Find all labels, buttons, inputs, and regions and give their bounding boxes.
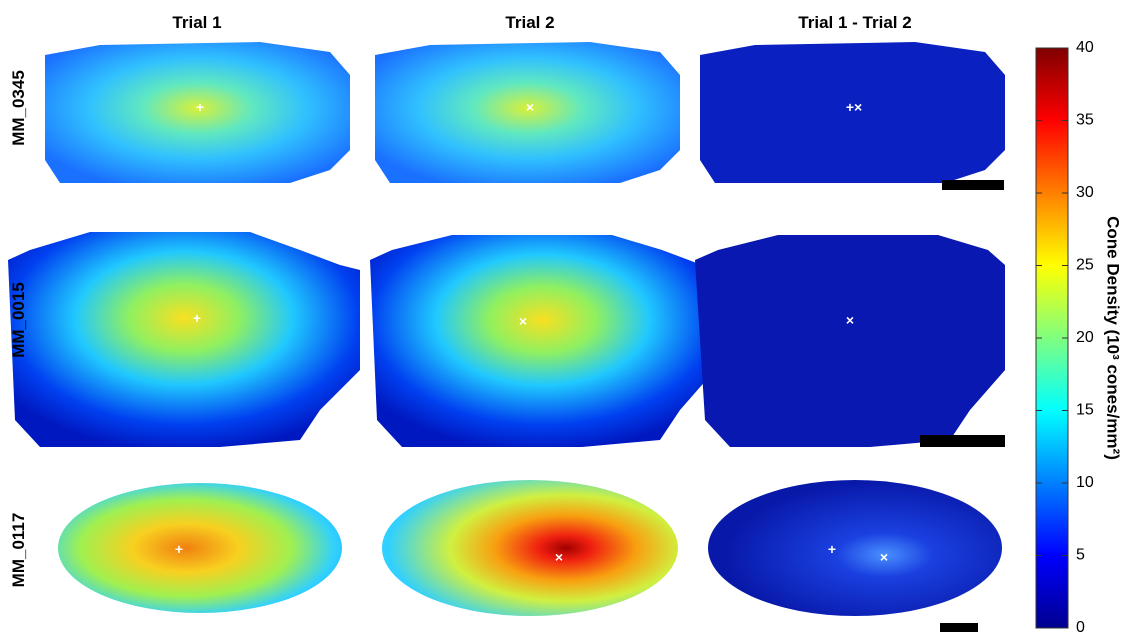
scale-bar: [940, 623, 978, 632]
scale-bars: [920, 180, 1005, 632]
panels: [8, 42, 1005, 616]
marker: ×: [846, 312, 854, 328]
marker: +: [193, 310, 201, 326]
colorbar-tick-label: 15: [1076, 402, 1094, 419]
colorbar-tick-label: 5: [1076, 547, 1085, 564]
column-title: Trial 2: [505, 13, 554, 32]
heatmap: [700, 42, 1005, 183]
marker: +: [828, 541, 836, 557]
column-title: Trial 1 - Trial 2: [798, 13, 911, 32]
scale-bar: [920, 435, 1005, 447]
row-label: MM_0015: [9, 282, 28, 358]
row-label: MM_0117: [9, 513, 28, 588]
heatmap: [8, 232, 360, 447]
colorbar-tick-label: 40: [1076, 39, 1094, 56]
colorbar-label: Cone Density (10³ cones/mm²): [1104, 216, 1123, 460]
colorbar-tick-label: 0: [1076, 619, 1085, 636]
marker: ×: [555, 549, 563, 565]
heatmap: [375, 42, 680, 183]
heatmap: [382, 480, 678, 616]
heatmap: [45, 42, 350, 183]
markers: + × +× + × × + × + ×: [175, 99, 888, 565]
marker: +×: [846, 99, 862, 115]
colorbar-tick-label: 30: [1076, 184, 1094, 201]
scale-bar: [942, 180, 1004, 190]
marker: +: [175, 541, 183, 557]
heatmap: [370, 235, 715, 447]
heatmap: [708, 480, 1002, 616]
row-label: MM_0345: [9, 70, 28, 146]
marker: ×: [519, 313, 527, 329]
colorbar-tick-label: 10: [1076, 474, 1094, 491]
colorbar-tick-label: 25: [1076, 257, 1094, 274]
colorbar-tick-label: 20: [1076, 329, 1094, 346]
heatmap: [58, 483, 342, 613]
marker: ×: [526, 99, 534, 115]
column-title: Trial 1: [172, 13, 221, 32]
marker: +: [196, 99, 204, 115]
heatmap: [695, 235, 1005, 447]
marker: ×: [880, 549, 888, 565]
colorbar-tick-label: 35: [1076, 112, 1094, 129]
